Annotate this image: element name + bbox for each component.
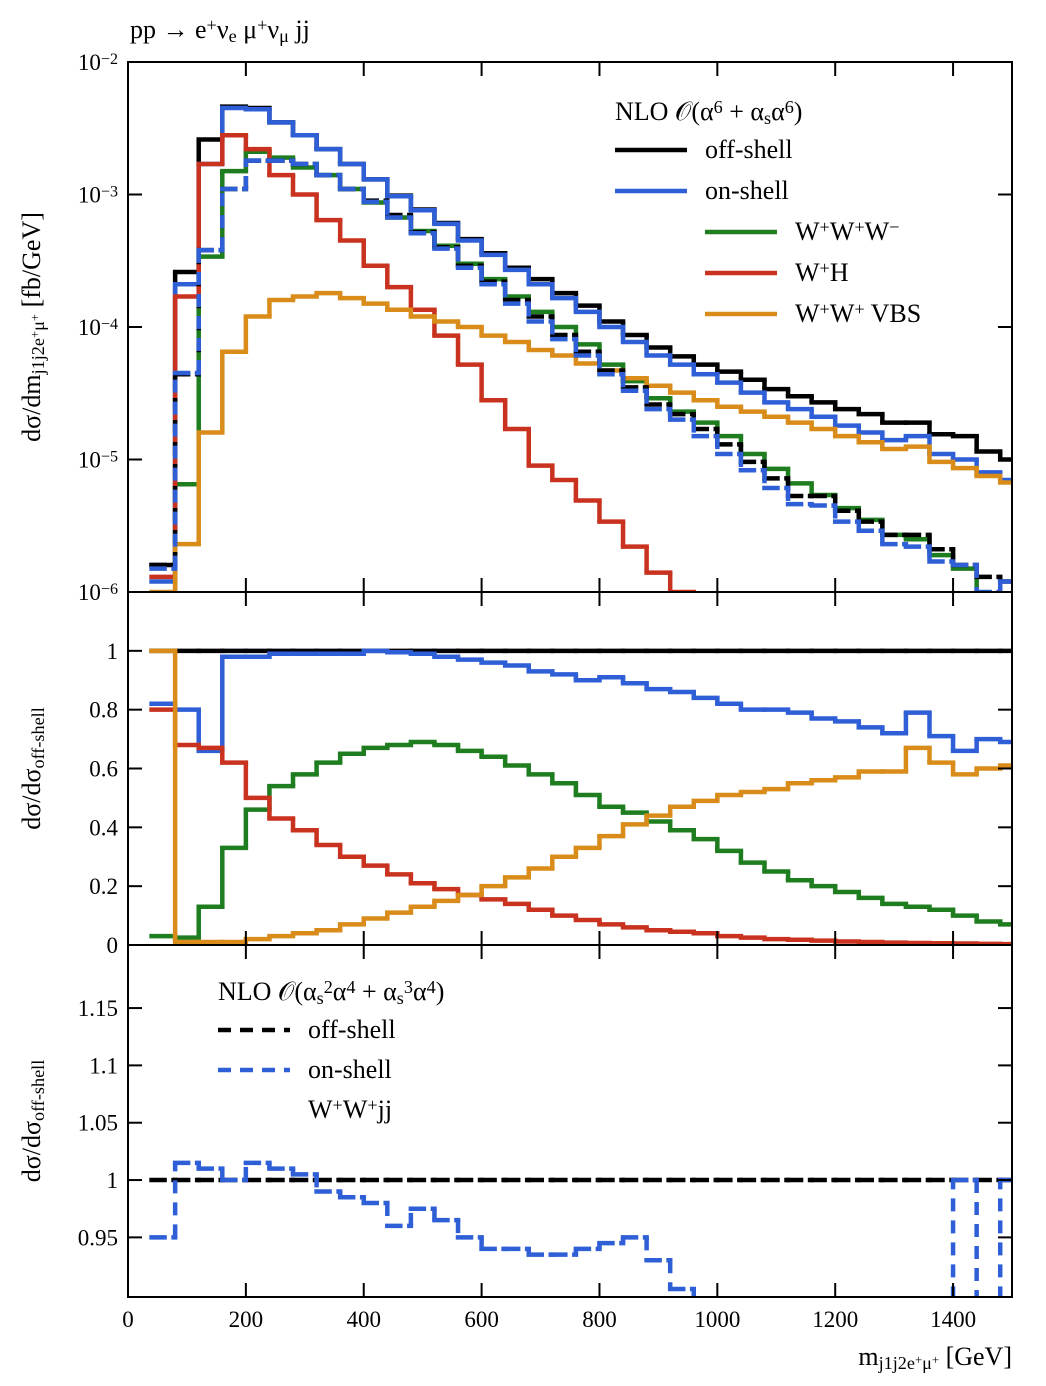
y-tick-label: 10−5 [78, 448, 118, 473]
y-tick-label: 10−6 [78, 580, 118, 605]
x-tick-label: 400 [346, 1307, 381, 1332]
x-tick-label: 1200 [812, 1307, 858, 1332]
y-tick-label: 1.05 [78, 1111, 118, 1136]
y-tick-label: 0.8 [89, 698, 118, 723]
step-riser [172, 650, 1003, 943]
legend-label: W+W+W− [795, 217, 899, 246]
legend-label: off-shell [308, 1015, 396, 1044]
y-tick-label: 0.2 [89, 874, 118, 899]
step-riser [172, 650, 1003, 751]
x-tick-label: 200 [229, 1307, 264, 1332]
y-tick-label: 1 [107, 639, 119, 664]
legend-note: W+W+jj [308, 1095, 392, 1124]
y-tick-label: 1.1 [89, 1053, 118, 1078]
y-tick-label: 0.4 [89, 815, 118, 840]
step-riser [172, 709, 1003, 945]
legend-label: on-shell [308, 1055, 392, 1084]
x-tick-label: 1400 [930, 1307, 976, 1332]
y-tick-label: 0.6 [89, 757, 118, 782]
x-tick-label: 800 [582, 1307, 617, 1332]
step-riser [172, 1162, 1003, 1297]
x-tick-label: 600 [464, 1307, 499, 1332]
x-tick-label: 1000 [694, 1307, 740, 1332]
y-tick-label: 10−2 [78, 50, 118, 75]
legend-label: W+W+ VBS [795, 299, 921, 328]
y-axis-label: dσ/dσoff-shell [17, 1060, 48, 1183]
legend-title: NLO 𝒪(α6 + αsα6) [615, 97, 802, 128]
panel-frame [127, 944, 1013, 1298]
y-tick-label: 0 [107, 933, 119, 958]
legend-label: off-shell [705, 135, 793, 164]
y-tick-label: 1 [107, 1168, 119, 1193]
step-riser [172, 160, 1003, 592]
panel-frame [127, 591, 1013, 946]
plot-area [149, 104, 1012, 592]
step-riser [172, 106, 1003, 565]
y-axis-label: dσ/dσoff-shell [17, 707, 48, 830]
x-axis-label: mj1j2e+μ+ [GeV] [858, 1342, 1012, 1373]
y-axis-label: dσ/dmj1j2e+μ+ [fb/GeV] [17, 212, 48, 442]
legend-label: on-shell [705, 176, 789, 205]
y-tick-label: 0.95 [78, 1225, 118, 1250]
legend-label: W+H [795, 258, 849, 287]
plot-area [149, 648, 1012, 945]
y-tick-label: 1.15 [78, 996, 118, 1021]
plot-area [149, 1160, 1012, 1297]
y-tick-label: 10−3 [78, 183, 118, 208]
x-tick-label: 0 [122, 1307, 134, 1332]
y-tick-label: 10−4 [78, 315, 118, 340]
chart-title: pp → e+νe μ+νμ jj [130, 15, 310, 46]
legend-title: NLO 𝒪(αs2α4 + αs3α4) [218, 977, 444, 1008]
